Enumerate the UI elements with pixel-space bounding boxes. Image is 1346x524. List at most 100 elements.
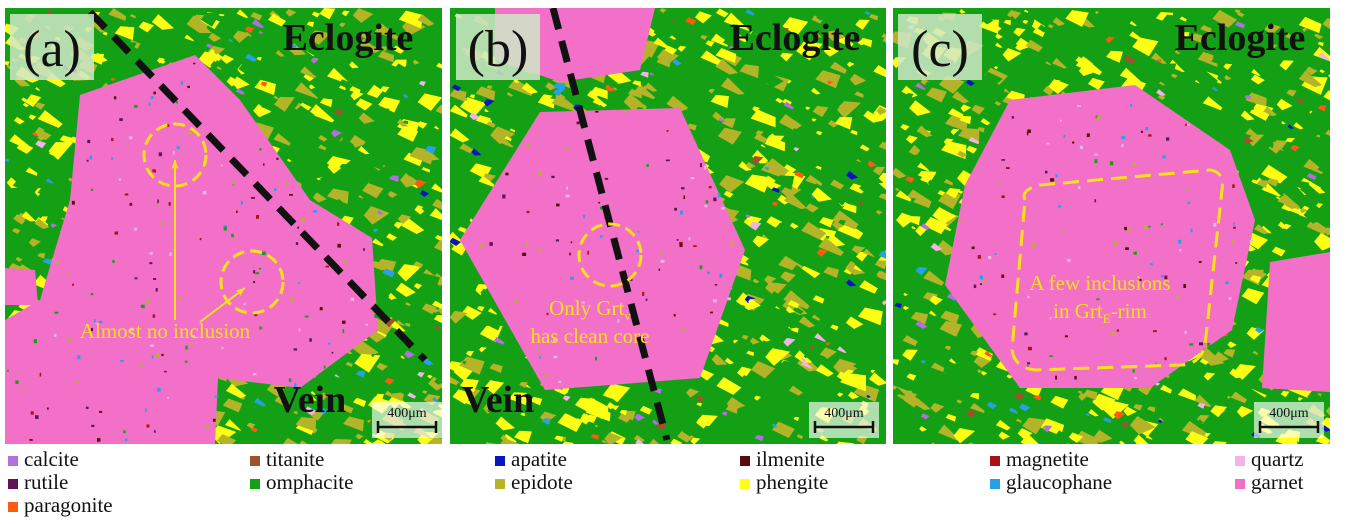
- inclusion: [577, 122, 580, 125]
- inclusion: [1064, 135, 1066, 138]
- inclusion: [193, 63, 195, 65]
- inclusion: [1187, 189, 1189, 191]
- legend-swatch: [250, 456, 260, 466]
- inclusion: [1060, 120, 1062, 122]
- inclusion: [1176, 296, 1179, 298]
- inclusion: [344, 261, 347, 264]
- inclusion: [87, 160, 89, 162]
- inclusion: [99, 411, 102, 413]
- inclusion: [251, 197, 255, 199]
- inclusion: [1045, 171, 1047, 174]
- inclusion: [538, 171, 541, 174]
- inclusion: [1077, 105, 1081, 107]
- inclusion: [31, 411, 34, 414]
- texture-grain: [574, 444, 592, 457]
- inclusion: [363, 248, 365, 251]
- inclusion: [173, 151, 175, 154]
- inclusion: [682, 329, 685, 331]
- inclusion: [294, 348, 298, 350]
- annotation: Almost no inclusion: [80, 319, 251, 343]
- inclusion: [180, 296, 182, 299]
- panel-label: (c): [911, 21, 969, 78]
- inclusion: [713, 198, 716, 202]
- inclusion: [177, 146, 180, 149]
- inclusion: [1207, 343, 1210, 346]
- inclusion: [40, 373, 42, 377]
- inclusion: [553, 356, 557, 358]
- inclusion: [998, 183, 1000, 185]
- inclusion: [538, 349, 540, 352]
- inclusion: [232, 182, 235, 184]
- inclusion: [125, 438, 127, 441]
- annotation-part: E: [1103, 311, 1111, 326]
- inclusion: [1187, 202, 1190, 204]
- inclusion: [704, 166, 706, 170]
- legend-swatch: [990, 456, 1000, 466]
- scale-label: 400μm: [824, 406, 864, 421]
- inclusion: [1087, 133, 1090, 137]
- inclusion: [691, 177, 695, 179]
- inclusion: [1153, 330, 1157, 332]
- inclusion: [342, 321, 346, 324]
- inclusion: [135, 277, 138, 279]
- inclusion: [147, 300, 150, 303]
- inclusion: [1229, 297, 1232, 300]
- inclusion: [241, 201, 243, 204]
- inclusion: [155, 353, 159, 356]
- texture-grain: [832, 442, 854, 458]
- inclusion: [587, 251, 589, 255]
- inclusion: [297, 227, 299, 229]
- inclusion: [1143, 225, 1146, 228]
- inclusion: [224, 227, 227, 231]
- inclusion: [7, 370, 9, 372]
- inclusion: [176, 101, 178, 103]
- inclusion: [141, 305, 145, 308]
- inclusion: [129, 136, 132, 139]
- inclusion: [1124, 227, 1127, 230]
- inclusion: [713, 299, 717, 302]
- legend-label: garnet: [1251, 470, 1304, 494]
- inclusion: [1028, 347, 1032, 350]
- inclusion: [1117, 329, 1119, 331]
- annotation: A few inclusions: [1029, 271, 1170, 295]
- inclusion: [115, 231, 119, 234]
- inclusion: [1097, 116, 1101, 120]
- inclusion: [526, 242, 528, 246]
- annotation: has clean core: [531, 324, 650, 348]
- inclusion: [1001, 275, 1004, 278]
- inclusion: [674, 208, 677, 211]
- inclusion: [298, 282, 300, 284]
- inclusion: [221, 347, 223, 349]
- inclusion: [152, 169, 155, 172]
- inclusion: [1050, 178, 1054, 181]
- inclusion: [719, 274, 722, 278]
- inclusion: [539, 249, 541, 252]
- legend-label: apatite: [511, 447, 567, 471]
- inclusion: [1114, 242, 1117, 246]
- phase-map: (b)EclogiteVein400μmOnly Grtvhas clean c…: [446, 8, 900, 458]
- inclusion: [680, 243, 683, 247]
- inclusion: [1024, 332, 1027, 335]
- inclusion: [215, 396, 219, 398]
- inclusion: [1094, 199, 1096, 202]
- inclusion: [190, 343, 192, 345]
- inclusion: [291, 298, 293, 302]
- inclusion: [1199, 261, 1202, 263]
- inclusion: [159, 152, 162, 156]
- inclusion: [721, 207, 725, 210]
- inclusion: [1148, 226, 1150, 228]
- inclusion: [309, 338, 311, 341]
- inclusion: [1183, 284, 1186, 288]
- legend-swatch: [8, 502, 18, 512]
- inclusion: [289, 194, 293, 196]
- inclusion: [286, 182, 288, 185]
- legend-swatch: [1235, 479, 1245, 489]
- inclusion: [332, 352, 334, 354]
- inclusion: [91, 293, 94, 295]
- inclusion: [1185, 124, 1187, 126]
- inclusion: [642, 292, 644, 296]
- garnet-grain: [5, 268, 38, 305]
- legend-label: calcite: [24, 447, 79, 471]
- inclusion: [566, 194, 570, 197]
- legend-label: ilmenite: [756, 447, 825, 471]
